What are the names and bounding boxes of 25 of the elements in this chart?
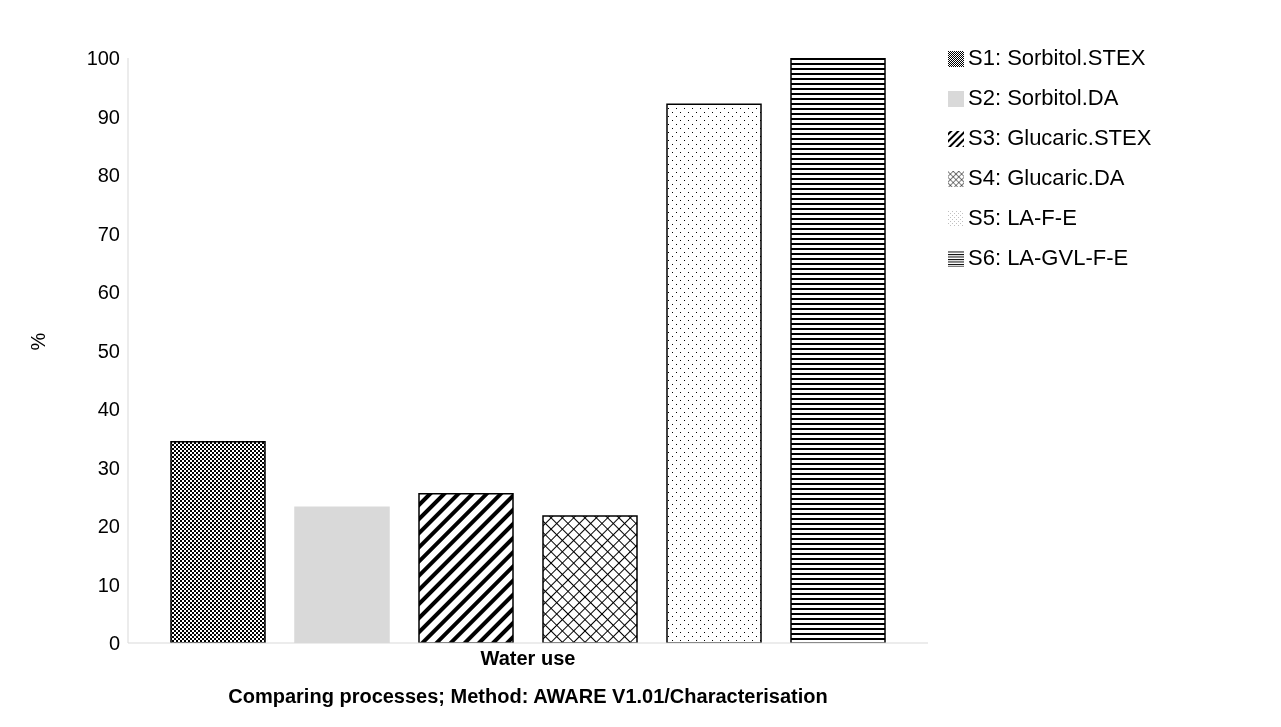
legend-label: S6: LA-GVL-F-E bbox=[968, 245, 1129, 270]
legend-label: S1: Sorbitol.STEX bbox=[968, 45, 1146, 70]
y-tick-label: 70 bbox=[97, 222, 120, 245]
bar bbox=[542, 515, 638, 643]
y-tick-label: 50 bbox=[97, 339, 120, 362]
y-tick-label: 30 bbox=[97, 456, 120, 479]
y-tick-label: 0 bbox=[108, 632, 120, 655]
bar bbox=[418, 493, 514, 643]
legend-label: S4: Glucaric.DA bbox=[968, 165, 1125, 190]
y-tick-label: 90 bbox=[97, 105, 120, 128]
bar bbox=[790, 58, 886, 643]
legend-label: S3: Glucaric.STEX bbox=[968, 125, 1152, 150]
y-axis-title: % bbox=[27, 332, 50, 351]
bar bbox=[170, 441, 266, 643]
y-tick-label: 80 bbox=[97, 164, 120, 187]
y-tick-label: 60 bbox=[97, 281, 120, 304]
x-axis-title: Comparing processes; Method: AWARE V1.01/Characterisation bbox=[228, 685, 828, 707]
x-tick-label: Water use bbox=[480, 647, 576, 670]
bar bbox=[666, 103, 762, 643]
y-tick-label: 10 bbox=[97, 573, 120, 596]
legend-label: S5: LA-F-E bbox=[968, 205, 1077, 230]
y-tick-label: 40 bbox=[97, 398, 120, 421]
y-tick-label: 100 bbox=[86, 47, 120, 70]
legend-label: S2: Sorbitol.DA bbox=[968, 85, 1119, 110]
y-tick-label: 20 bbox=[97, 515, 120, 538]
